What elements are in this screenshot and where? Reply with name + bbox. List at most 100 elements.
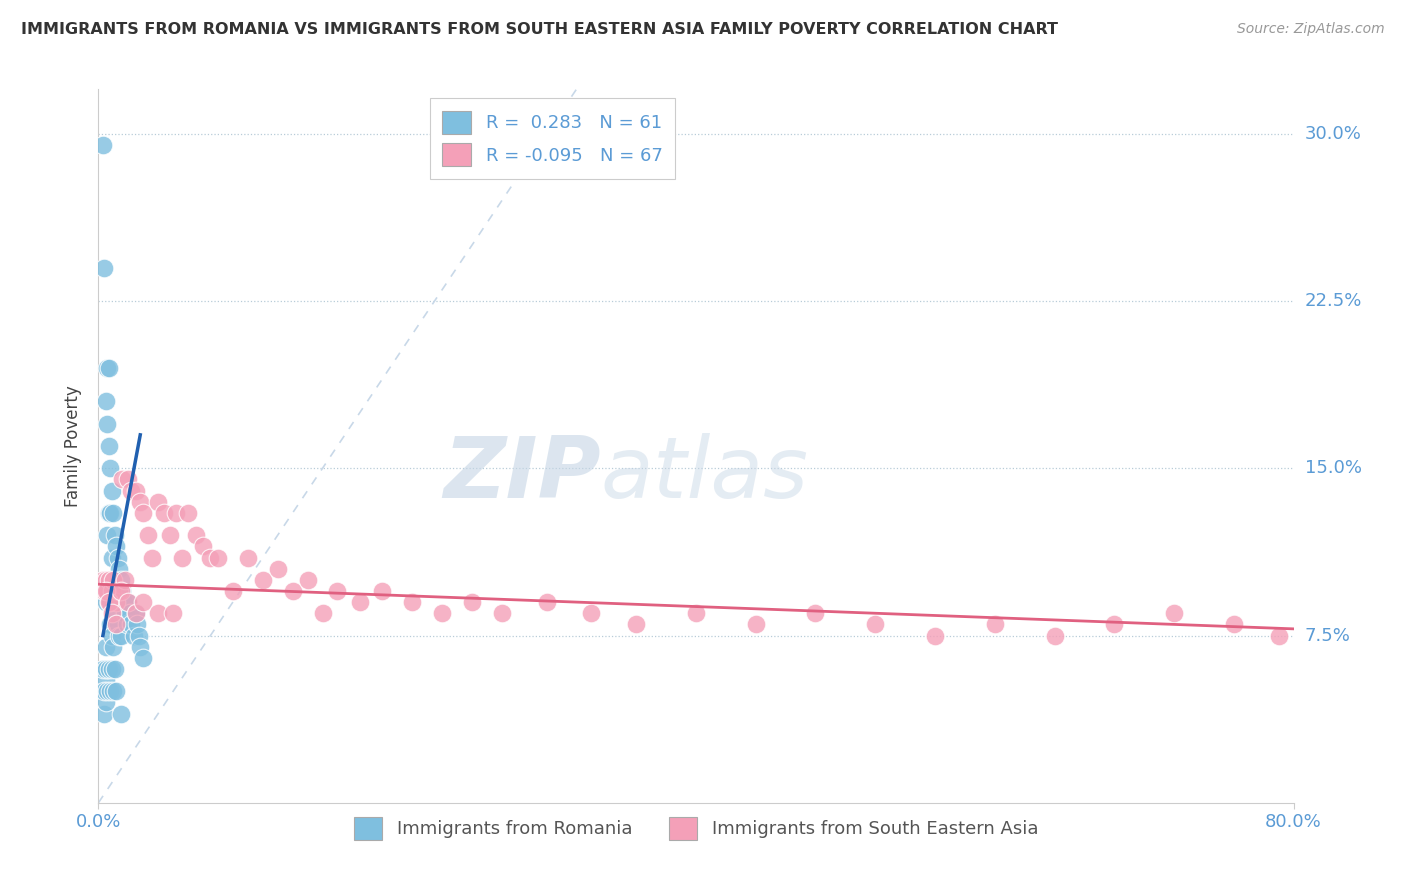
Point bbox=[110, 706, 132, 721]
Point bbox=[120, 483, 142, 498]
Point bbox=[141, 550, 163, 565]
Point bbox=[94, 583, 117, 598]
Point bbox=[129, 494, 152, 508]
Point bbox=[401, 595, 423, 609]
Point bbox=[536, 595, 558, 609]
Point bbox=[430, 607, 453, 621]
Point bbox=[93, 260, 115, 275]
Point bbox=[371, 583, 394, 598]
Point bbox=[94, 394, 117, 409]
Text: 7.5%: 7.5% bbox=[1305, 626, 1351, 645]
Point bbox=[236, 550, 259, 565]
Point bbox=[865, 617, 887, 632]
Point bbox=[117, 473, 139, 487]
Text: ZIP: ZIP bbox=[443, 433, 600, 516]
Point bbox=[349, 595, 371, 609]
Point bbox=[132, 651, 155, 665]
Point bbox=[93, 684, 115, 698]
Text: atlas: atlas bbox=[600, 433, 808, 516]
Point bbox=[112, 595, 135, 609]
Point bbox=[94, 640, 117, 654]
Point bbox=[97, 506, 120, 520]
Point bbox=[105, 539, 128, 553]
Point bbox=[108, 583, 131, 598]
Point bbox=[125, 483, 148, 498]
Point bbox=[101, 628, 124, 642]
Text: Source: ZipAtlas.com: Source: ZipAtlas.com bbox=[1237, 22, 1385, 37]
Text: 22.5%: 22.5% bbox=[1305, 292, 1362, 310]
Point bbox=[110, 583, 132, 598]
Point bbox=[326, 583, 349, 598]
Point bbox=[461, 595, 484, 609]
Point bbox=[104, 595, 127, 609]
Point bbox=[172, 550, 194, 565]
Point bbox=[98, 617, 122, 632]
Point bbox=[96, 662, 118, 676]
Point bbox=[124, 628, 146, 642]
Point bbox=[96, 684, 118, 698]
Point bbox=[91, 137, 114, 152]
Point bbox=[105, 617, 128, 632]
Point bbox=[108, 562, 131, 576]
Point bbox=[128, 628, 150, 642]
Point bbox=[132, 595, 155, 609]
Point bbox=[207, 550, 229, 565]
Point bbox=[297, 573, 319, 587]
Point bbox=[93, 662, 115, 676]
Point bbox=[103, 640, 125, 654]
Point bbox=[105, 607, 128, 621]
Point bbox=[159, 528, 181, 542]
Point bbox=[107, 550, 129, 565]
Point bbox=[97, 595, 120, 609]
Point bbox=[148, 494, 170, 508]
Text: IMMIGRANTS FROM ROMANIA VS IMMIGRANTS FROM SOUTH EASTERN ASIA FAMILY POVERTY COR: IMMIGRANTS FROM ROMANIA VS IMMIGRANTS FR… bbox=[21, 22, 1059, 37]
Point bbox=[101, 483, 124, 498]
Point bbox=[91, 662, 114, 676]
Point bbox=[97, 595, 120, 609]
Point bbox=[94, 595, 117, 609]
Point bbox=[104, 528, 127, 542]
Point bbox=[115, 617, 138, 632]
Point bbox=[1267, 628, 1289, 642]
Point bbox=[148, 607, 170, 621]
Point bbox=[97, 662, 120, 676]
Point bbox=[103, 684, 125, 698]
Point bbox=[804, 607, 827, 621]
Point bbox=[91, 684, 114, 698]
Point bbox=[177, 506, 200, 520]
Point bbox=[111, 473, 134, 487]
Point bbox=[94, 573, 117, 587]
Legend: Immigrants from Romania, Immigrants from South Eastern Asia: Immigrants from Romania, Immigrants from… bbox=[346, 810, 1046, 847]
Point bbox=[110, 628, 132, 642]
Point bbox=[924, 628, 946, 642]
Point bbox=[267, 562, 290, 576]
Point bbox=[101, 583, 124, 598]
Point bbox=[191, 539, 214, 553]
Point bbox=[97, 439, 120, 453]
Point bbox=[103, 573, 125, 587]
Text: 30.0%: 30.0% bbox=[1305, 125, 1361, 143]
Point bbox=[984, 617, 1007, 632]
Point bbox=[136, 528, 159, 542]
Point bbox=[120, 617, 142, 632]
Point bbox=[103, 573, 125, 587]
Point bbox=[98, 684, 122, 698]
Point bbox=[94, 673, 117, 687]
Point bbox=[105, 595, 128, 609]
Point bbox=[96, 417, 118, 431]
Point bbox=[153, 506, 176, 520]
Point bbox=[105, 684, 128, 698]
Point bbox=[118, 607, 141, 621]
Point bbox=[96, 583, 118, 598]
Point bbox=[281, 583, 304, 598]
Point bbox=[311, 607, 333, 621]
Point bbox=[97, 573, 120, 587]
Point bbox=[581, 607, 603, 621]
Point bbox=[96, 360, 118, 375]
Point bbox=[97, 360, 120, 375]
Point bbox=[101, 550, 124, 565]
Point bbox=[626, 617, 648, 632]
Point bbox=[111, 583, 134, 598]
Point bbox=[96, 528, 118, 542]
Point bbox=[1223, 617, 1246, 632]
